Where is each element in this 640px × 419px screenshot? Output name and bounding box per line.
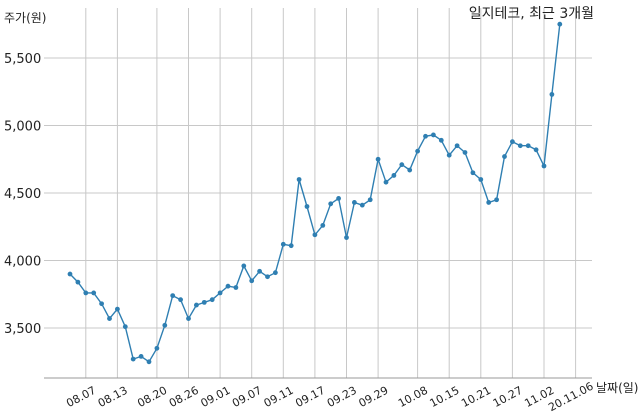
data-point — [273, 270, 278, 276]
data-point — [359, 202, 365, 208]
x-tick-label: 09.17 — [293, 384, 327, 410]
data-point — [249, 278, 255, 284]
data-point — [312, 232, 318, 238]
data-point — [557, 21, 563, 27]
data-point — [375, 156, 381, 162]
data-point — [541, 163, 547, 169]
x-tick-label: 09.01 — [198, 384, 232, 410]
x-tick-label: 10.08 — [396, 384, 430, 410]
y-axis-label: 주가(원) — [4, 11, 46, 25]
data-point — [438, 137, 444, 143]
data-point — [225, 283, 231, 289]
data-point — [67, 271, 73, 277]
x-axis-label: 날짜(일) — [596, 381, 638, 395]
data-point — [178, 297, 184, 303]
data-point — [154, 345, 160, 351]
grid-lines — [44, 8, 592, 378]
data-point — [75, 279, 81, 285]
y-tick-label: 4,000 — [4, 255, 41, 270]
x-tick-label: 08.26 — [167, 384, 201, 410]
data-point — [217, 290, 223, 296]
x-tick-label: 09.23 — [325, 384, 359, 410]
data-point — [502, 154, 507, 159]
data-point — [415, 148, 420, 154]
data-point — [446, 152, 452, 158]
data-point — [265, 274, 270, 280]
data-point — [399, 162, 405, 168]
data-point — [494, 197, 499, 203]
x-tick-label: 08.13 — [96, 384, 130, 410]
x-tick-label: 08.20 — [135, 384, 169, 410]
data-point — [336, 196, 341, 201]
data-point — [146, 359, 152, 365]
data-point — [533, 147, 539, 153]
data-point — [304, 204, 310, 209]
data-point — [510, 139, 515, 145]
data-point — [391, 173, 397, 178]
data-point — [525, 143, 531, 149]
x-tick-label: 09.07 — [230, 384, 264, 410]
x-tick-label: 09.11 — [262, 384, 296, 410]
data-point — [288, 243, 294, 249]
data-point — [280, 241, 286, 247]
data-point — [209, 297, 215, 303]
data-point — [241, 263, 247, 269]
data-point — [162, 322, 168, 328]
data-point — [83, 290, 89, 296]
x-tick-label: 09.29 — [356, 384, 390, 410]
x-tick-label: 08.07 — [64, 384, 98, 410]
data-point — [549, 92, 555, 97]
data-point — [352, 200, 357, 205]
data-point — [431, 132, 436, 138]
data-point — [186, 316, 191, 321]
y-tick-label: 4,500 — [4, 187, 41, 202]
data-point — [115, 306, 120, 312]
data-point — [383, 179, 389, 185]
data-point — [407, 167, 413, 173]
data-point — [486, 200, 492, 205]
data-point — [233, 285, 239, 290]
data-point — [194, 302, 199, 308]
chart-title: 일지테크, 최근 3개월 — [469, 6, 594, 22]
data-point — [201, 299, 207, 305]
price-series — [67, 21, 563, 365]
data-point — [296, 177, 302, 182]
x-tick-label: 10.27 — [491, 384, 525, 410]
y-tick-label: 3,500 — [4, 322, 41, 337]
x-tick-label: 10.21 — [459, 384, 493, 410]
data-point — [344, 235, 349, 240]
data-point — [99, 301, 104, 307]
data-point — [367, 197, 373, 203]
data-point — [320, 223, 326, 228]
data-point — [470, 170, 476, 176]
data-point — [130, 356, 136, 362]
data-point — [91, 290, 97, 296]
data-point — [122, 324, 128, 330]
data-point — [107, 316, 112, 321]
data-point — [462, 150, 468, 155]
x-tick-label: 10.15 — [428, 384, 462, 410]
data-point — [478, 177, 484, 182]
data-point — [423, 133, 428, 139]
data-point — [517, 143, 523, 149]
data-point — [257, 268, 262, 274]
data-point — [454, 143, 460, 149]
data-point — [170, 293, 176, 299]
data-point — [138, 353, 144, 359]
y-tick-label: 5,000 — [4, 119, 41, 134]
y-tick-labels: 3,500 4,000 4,500 5,000 5,500 — [4, 52, 41, 337]
data-point — [328, 201, 334, 207]
x-tick-label: 20.11.06 — [546, 380, 595, 414]
y-tick-label: 5,500 — [4, 52, 41, 67]
